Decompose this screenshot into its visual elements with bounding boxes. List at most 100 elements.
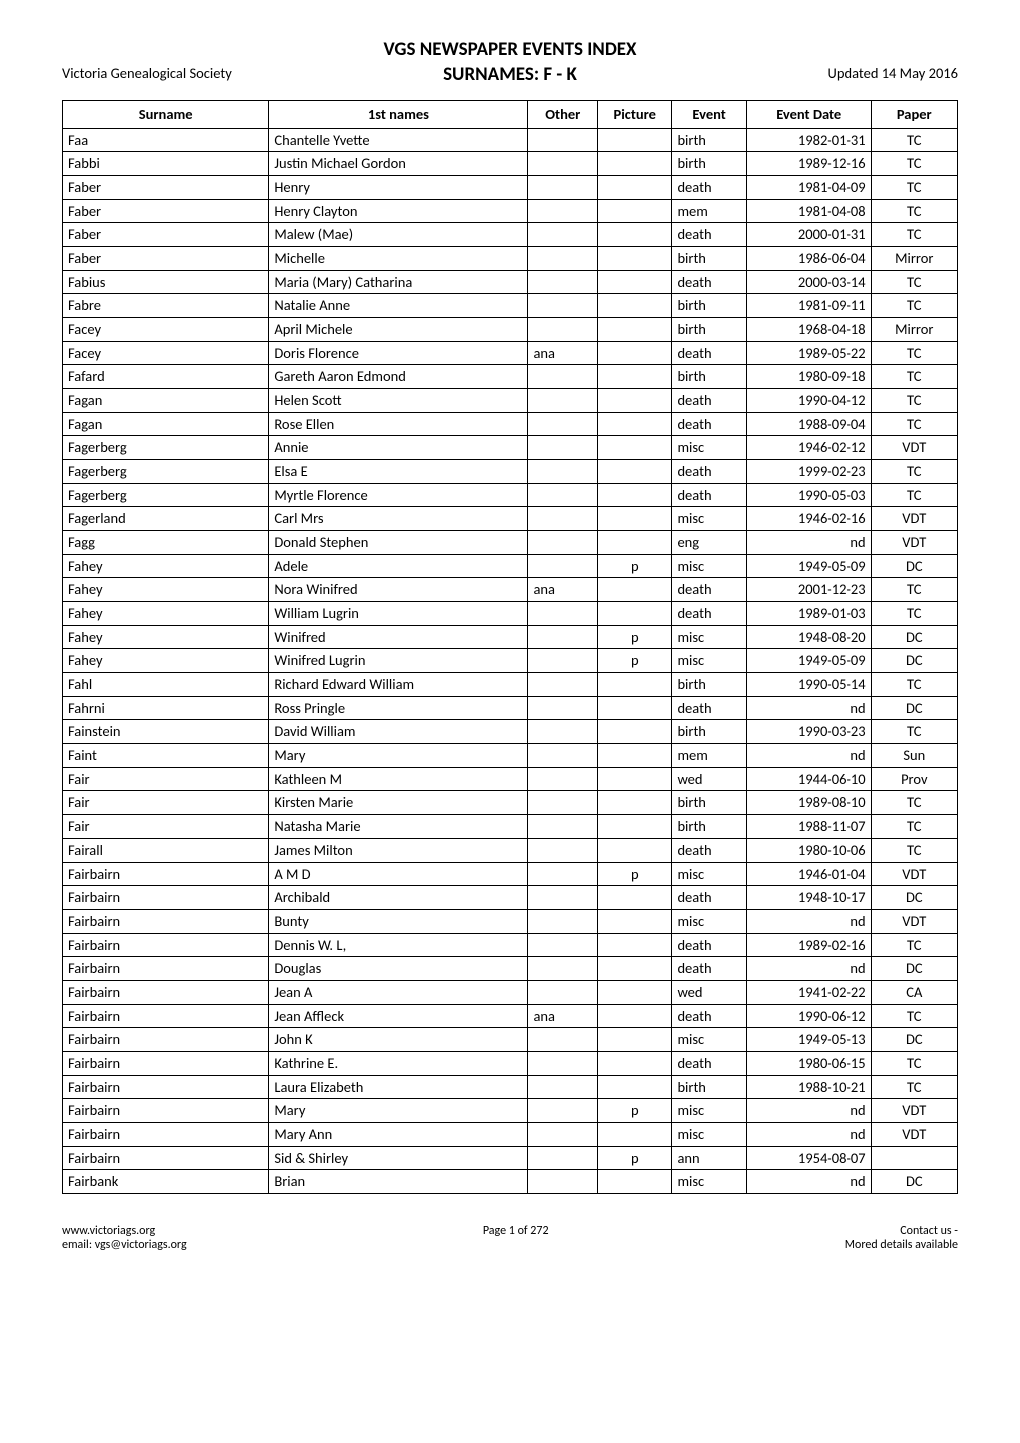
table-cell: Carl Mrs (269, 507, 528, 531)
table-row: FafardGareth Aaron Edmondbirth1980-09-18… (63, 365, 958, 389)
table-cell: DC (871, 886, 957, 910)
table-cell (528, 1099, 598, 1123)
col-paper: Paper (871, 101, 957, 129)
table-row: FaintMarymemndSun (63, 744, 958, 768)
table-cell: misc (672, 862, 746, 886)
table-cell: TC (871, 791, 957, 815)
table-cell: p (598, 1099, 672, 1123)
table-cell: Fabius (63, 270, 269, 294)
table-cell: John K (269, 1028, 528, 1052)
table-cell: TC (871, 720, 957, 744)
table-cell: Chantelle Yvette (269, 128, 528, 152)
table-cell: Fair (63, 791, 269, 815)
table-cell: p (598, 649, 672, 673)
table-cell: TC (871, 602, 957, 626)
table-cell: 1989-02-16 (746, 933, 871, 957)
table-cell: Fairbairn (63, 886, 269, 910)
table-cell: Fagan (63, 412, 269, 436)
table-cell (528, 507, 598, 531)
table-cell (598, 365, 672, 389)
table-cell: Natasha Marie (269, 815, 528, 839)
table-cell: CA (871, 980, 957, 1004)
table-cell: Malew (Mae) (269, 223, 528, 247)
table-cell: ana (528, 341, 598, 365)
table-cell: Fagerberg (63, 483, 269, 507)
table-cell: Fairbairn (63, 1051, 269, 1075)
table-cell: TC (871, 176, 957, 200)
table-cell: 1946-01-04 (746, 862, 871, 886)
table-row: FaaChantelle Yvettebirth1982-01-31TC (63, 128, 958, 152)
table-row: FairbairnA M Dpmisc1946-01-04VDT (63, 862, 958, 886)
table-row: FaceyDoris Florenceanadeath1989-05-22TC (63, 341, 958, 365)
table-cell: 2000-03-14 (746, 270, 871, 294)
table-row: FairbairnSid & Shirleypann1954-08-07 (63, 1146, 958, 1170)
table-cell: VDT (871, 436, 957, 460)
table-cell: TC (871, 365, 957, 389)
table-cell: misc (672, 625, 746, 649)
table-cell: death (672, 412, 746, 436)
table-cell: birth (672, 294, 746, 318)
table-cell (528, 815, 598, 839)
col-event: Event (672, 101, 746, 129)
table-cell: Fairbairn (63, 957, 269, 981)
table-cell: 1989-12-16 (746, 152, 871, 176)
table-cell: 1990-05-14 (746, 673, 871, 697)
table-cell: birth (672, 720, 746, 744)
table-cell: VDT (871, 507, 957, 531)
table-cell: nd (746, 909, 871, 933)
table-cell: ann (672, 1146, 746, 1170)
table-cell: Sun (871, 744, 957, 768)
table-cell: 1988-09-04 (746, 412, 871, 436)
table-row: FagerbergElsa Edeath1999-02-23TC (63, 460, 958, 484)
table-cell (528, 767, 598, 791)
table-cell: Myrtle Florence (269, 483, 528, 507)
table-cell (528, 957, 598, 981)
table-cell: 1990-03-23 (746, 720, 871, 744)
col-picture: Picture (598, 101, 672, 129)
table-cell: death (672, 933, 746, 957)
table-cell: DC (871, 554, 957, 578)
table-cell (598, 1028, 672, 1052)
table-cell: David William (269, 720, 528, 744)
table-cell: Fairbairn (63, 909, 269, 933)
col-other: Other (528, 101, 598, 129)
table-cell (598, 1075, 672, 1099)
table-row: FaberMichellebirth1986-06-04Mirror (63, 247, 958, 271)
table-cell: Michelle (269, 247, 528, 271)
table-cell: Fairbairn (63, 1028, 269, 1052)
table-cell: nd (746, 1170, 871, 1194)
table-row: FairbairnDennis W. L,death1989-02-16TC (63, 933, 958, 957)
table-row: FaheyNora Winifredanadeath2001-12-23TC (63, 578, 958, 602)
table-cell: Sid & Shirley (269, 1146, 528, 1170)
table-cell (528, 720, 598, 744)
table-cell: death (672, 460, 746, 484)
table-cell: misc (672, 507, 746, 531)
table-cell: misc (672, 1122, 746, 1146)
table-cell: birth (672, 815, 746, 839)
table-cell: Jean Affleck (269, 1004, 528, 1028)
table-cell: Elsa E (269, 460, 528, 484)
col-surname: Surname (63, 101, 269, 129)
table-cell: death (672, 341, 746, 365)
table-cell: Mirror (871, 247, 957, 271)
table-cell: Donald Stephen (269, 531, 528, 555)
page-header: Victoria Genealogical Society VGS NEWSPA… (62, 38, 958, 86)
table-cell: p (598, 1146, 672, 1170)
header-title-line1: VGS NEWSPAPER EVENTS INDEX (302, 38, 718, 61)
table-cell: Fair (63, 767, 269, 791)
table-cell: William Lugrin (269, 602, 528, 626)
table-cell (528, 696, 598, 720)
table-cell (871, 1146, 957, 1170)
table-cell (528, 1051, 598, 1075)
table-cell: Fahl (63, 673, 269, 697)
table-cell: Fairbairn (63, 1004, 269, 1028)
table-cell: Faa (63, 128, 269, 152)
table-cell: Doris Florence (269, 341, 528, 365)
table-cell: 1941-02-22 (746, 980, 871, 1004)
table-cell: TC (871, 128, 957, 152)
table-row: FairbairnArchibalddeath1948-10-17DC (63, 886, 958, 910)
table-row: FaheyWilliam Lugrindeath1989-01-03TC (63, 602, 958, 626)
table-cell (528, 791, 598, 815)
table-cell (598, 673, 672, 697)
table-cell (528, 933, 598, 957)
